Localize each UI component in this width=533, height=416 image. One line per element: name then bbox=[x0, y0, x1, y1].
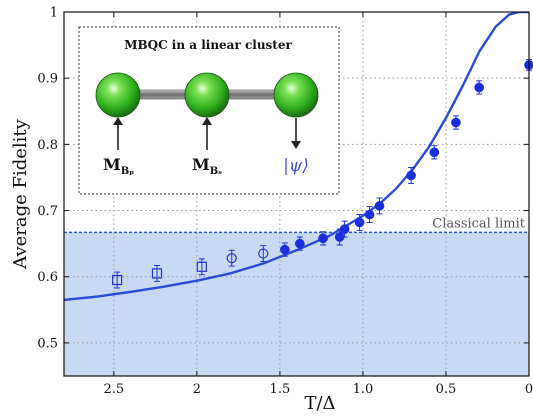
data-point-0-1 bbox=[151, 264, 163, 282]
y-axis-ticks: 0.5 0.6 0.7 0.8 0.9 1 bbox=[37, 6, 529, 351]
marker-circle-filled bbox=[294, 238, 305, 249]
qubit-node-2 bbox=[184, 72, 230, 118]
data-point-1-1 bbox=[258, 245, 269, 263]
marker-circle-open bbox=[258, 248, 269, 259]
y-tick-label: 0.5 bbox=[37, 336, 58, 351]
data-point-0-0 bbox=[112, 271, 123, 289]
measurement-label-2: MBₛ bbox=[192, 155, 222, 177]
data-point-2-8 bbox=[406, 167, 416, 184]
y-tick-label: 1 bbox=[50, 6, 58, 21]
x-tick-label: 0.5 bbox=[436, 382, 457, 397]
output-arrow bbox=[291, 118, 301, 149]
data-point-2-9 bbox=[429, 145, 440, 160]
x-tick-label: 0 bbox=[525, 382, 533, 397]
x-axis-ticks: 2.5 2 1.5 1.0 0.5 0 bbox=[103, 12, 533, 397]
marker-circle-filled bbox=[354, 217, 365, 228]
data-point-2-1 bbox=[294, 236, 305, 251]
qubit-node-3 bbox=[273, 72, 319, 118]
data-point-2-10 bbox=[451, 115, 461, 130]
data-point-1-0 bbox=[226, 249, 237, 267]
data-point-2-6 bbox=[364, 206, 375, 223]
y-tick-label: 0.8 bbox=[37, 138, 58, 153]
measurement-arrow-1 bbox=[113, 117, 123, 150]
marker-circle-filled bbox=[429, 147, 440, 158]
marker-square bbox=[112, 274, 123, 286]
output-state-label: |ψ⟩ bbox=[283, 156, 309, 176]
plot-frame bbox=[63, 11, 530, 377]
data-point-2-2 bbox=[318, 231, 328, 246]
marker-circle-filled bbox=[406, 170, 416, 181]
data-point-2-0 bbox=[280, 242, 290, 257]
measurement-label-1: MBₚ bbox=[103, 155, 134, 177]
classical-limit-label: Classical limit bbox=[432, 216, 525, 231]
data-point-2-11 bbox=[474, 80, 485, 95]
marker-circle-filled bbox=[318, 233, 328, 244]
x-axis-title: T/Δ bbox=[304, 393, 335, 414]
data-point-2-7 bbox=[374, 197, 385, 215]
x-tick-label: 2 bbox=[193, 382, 201, 397]
marker-square bbox=[196, 261, 207, 272]
data-point-2-4 bbox=[339, 220, 350, 238]
marker-circle-filled bbox=[474, 82, 485, 93]
qubit-node-1 bbox=[95, 72, 141, 118]
marker-circle-filled bbox=[339, 224, 350, 234]
data-point-2-5 bbox=[354, 214, 365, 231]
y-axis-title: Average Fidelity bbox=[10, 118, 31, 269]
x-tick-label: 2.5 bbox=[103, 382, 124, 397]
data-point-0-2 bbox=[196, 258, 207, 276]
y-tick-label: 0.7 bbox=[37, 204, 58, 219]
data-points bbox=[112, 59, 533, 289]
x-tick-label: 1.5 bbox=[270, 382, 291, 397]
marker-circle-filled bbox=[374, 201, 385, 211]
classical-region-shade bbox=[64, 232, 529, 376]
measurement-arrow-2 bbox=[202, 117, 212, 150]
marker-square bbox=[151, 268, 163, 279]
x-tick-label: 1.0 bbox=[353, 382, 374, 397]
inset-panel: MBQC in a linear cluster MBₚ MBₛ |ψ⟩ bbox=[78, 26, 340, 195]
y-tick-label: 0.6 bbox=[37, 270, 58, 285]
marker-circle-filled bbox=[280, 244, 290, 255]
marker-circle-filled bbox=[364, 209, 375, 220]
marker-circle-filled bbox=[451, 117, 461, 128]
inset-title: MBQC in a linear cluster bbox=[124, 38, 292, 52]
y-tick-label: 0.9 bbox=[37, 72, 58, 87]
marker-circle-open bbox=[226, 253, 237, 264]
